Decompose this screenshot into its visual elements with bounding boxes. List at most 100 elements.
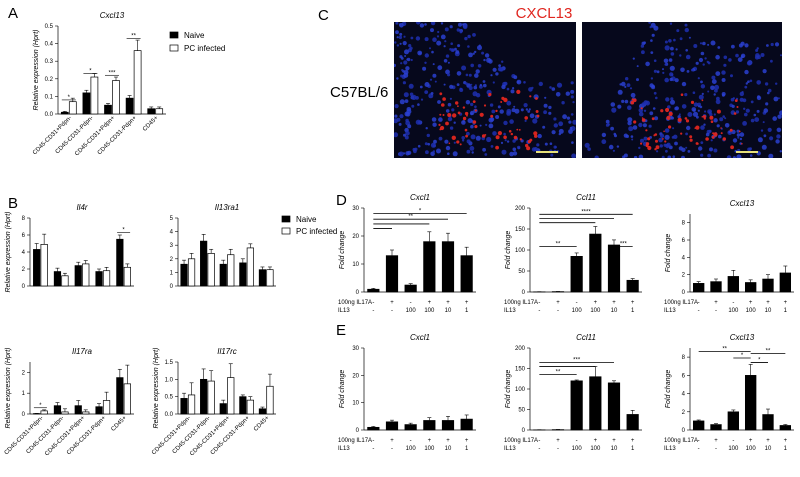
cxcl13-signal xyxy=(442,97,446,101)
y-tick-label: 0.1 xyxy=(45,94,54,100)
cxcl13-signal xyxy=(533,131,538,136)
y-tick-label: 0 xyxy=(682,290,686,296)
nucleus xyxy=(467,34,471,39)
nucleus xyxy=(468,86,473,90)
nucleus xyxy=(680,67,685,73)
y-tick-label: 20 xyxy=(352,373,359,379)
nucleus xyxy=(679,54,682,57)
bar-infected xyxy=(82,411,90,415)
condition-label: 100ng IL17A xyxy=(504,438,538,444)
nucleus xyxy=(605,119,610,124)
nucleus xyxy=(430,28,434,33)
nucleus xyxy=(411,104,415,108)
bar-naive xyxy=(74,405,82,415)
condition-label: 100ng IL17A xyxy=(504,300,538,306)
nucleus xyxy=(429,78,433,81)
nucleus xyxy=(662,71,665,74)
nucleus xyxy=(672,155,676,158)
significance-label: * xyxy=(89,69,92,75)
nucleus xyxy=(400,62,403,65)
nucleus xyxy=(697,105,701,108)
bar xyxy=(692,283,705,293)
cxcl13-signal xyxy=(705,137,709,141)
nucleus xyxy=(430,151,435,157)
nucleus xyxy=(461,65,467,71)
nucleus xyxy=(456,71,462,76)
y-tick-label: 0 xyxy=(22,284,26,290)
nucleus xyxy=(678,113,681,116)
bar-infected xyxy=(133,50,142,115)
bar xyxy=(570,255,583,293)
nucleus xyxy=(506,140,510,143)
microscopy-title: CXCL13 xyxy=(516,5,573,22)
nucleus xyxy=(572,101,575,104)
nucleus xyxy=(721,93,725,97)
nucleus xyxy=(572,119,576,125)
scale-bar xyxy=(536,151,558,153)
condition-value: - xyxy=(372,308,374,314)
nucleus xyxy=(503,120,508,126)
nucleus xyxy=(642,123,647,128)
cxcl13-signal xyxy=(720,127,722,129)
cxcl13-signal xyxy=(439,92,443,96)
condition-value: - xyxy=(538,300,540,306)
nucleus xyxy=(462,23,465,26)
nucleus xyxy=(400,57,404,60)
y-tick-label: 50 xyxy=(518,269,525,275)
nucleus xyxy=(693,102,699,107)
nucleus xyxy=(739,97,744,102)
cxcl13-signal xyxy=(734,99,738,102)
scale-bar xyxy=(736,151,758,153)
nucleus xyxy=(667,105,671,109)
nucleus xyxy=(401,69,404,72)
cxcl13-signal xyxy=(447,113,452,117)
nucleus xyxy=(462,24,468,30)
nucleus xyxy=(672,127,675,130)
cxcl13-signal xyxy=(465,134,468,138)
nucleus xyxy=(475,135,481,141)
nucleus xyxy=(766,44,769,47)
x-tick-label: CD45+ xyxy=(110,415,128,433)
bar-naive xyxy=(116,238,124,287)
cxcl13-signal xyxy=(641,117,644,119)
nucleus xyxy=(556,82,563,88)
nucleus xyxy=(527,110,531,113)
cxcl13-signal xyxy=(513,135,518,140)
nucleus xyxy=(653,25,659,31)
nucleus xyxy=(410,58,413,62)
condition-value: 1 xyxy=(784,308,788,314)
condition-label: IL13 xyxy=(664,308,676,314)
nucleus xyxy=(566,116,571,120)
nucleus xyxy=(466,149,471,154)
nucleus xyxy=(445,69,450,75)
cxcl13-signal xyxy=(535,110,539,113)
nucleus xyxy=(692,91,696,94)
nucleus xyxy=(653,91,657,95)
condition-value: - xyxy=(538,308,540,314)
cxcl13-signal xyxy=(455,101,459,105)
nucleus xyxy=(536,143,540,147)
bar-infected xyxy=(40,244,48,287)
bar-naive xyxy=(60,111,69,115)
nucleus xyxy=(419,85,423,89)
nucleus xyxy=(684,23,688,27)
nucleus xyxy=(681,104,687,109)
cxcl13-signal xyxy=(529,95,532,98)
nucleus xyxy=(668,39,672,43)
nucleus xyxy=(670,99,675,105)
condition-value: + xyxy=(390,438,394,444)
nucleus xyxy=(490,117,495,122)
nucleus xyxy=(406,57,411,62)
nucleus xyxy=(412,147,416,152)
nucleus xyxy=(558,121,564,127)
nucleus xyxy=(757,95,761,99)
condition-value: - xyxy=(576,300,578,306)
nucleus xyxy=(684,93,688,97)
chart-b1: Il4r 0 2 4 6 8 Relative expression (Hprt) * xyxy=(5,203,134,292)
condition-value: + xyxy=(594,300,598,306)
nucleus xyxy=(404,135,409,140)
bar xyxy=(744,375,757,431)
condition-value: - xyxy=(698,300,700,306)
bar xyxy=(423,420,436,431)
bar xyxy=(692,420,705,431)
